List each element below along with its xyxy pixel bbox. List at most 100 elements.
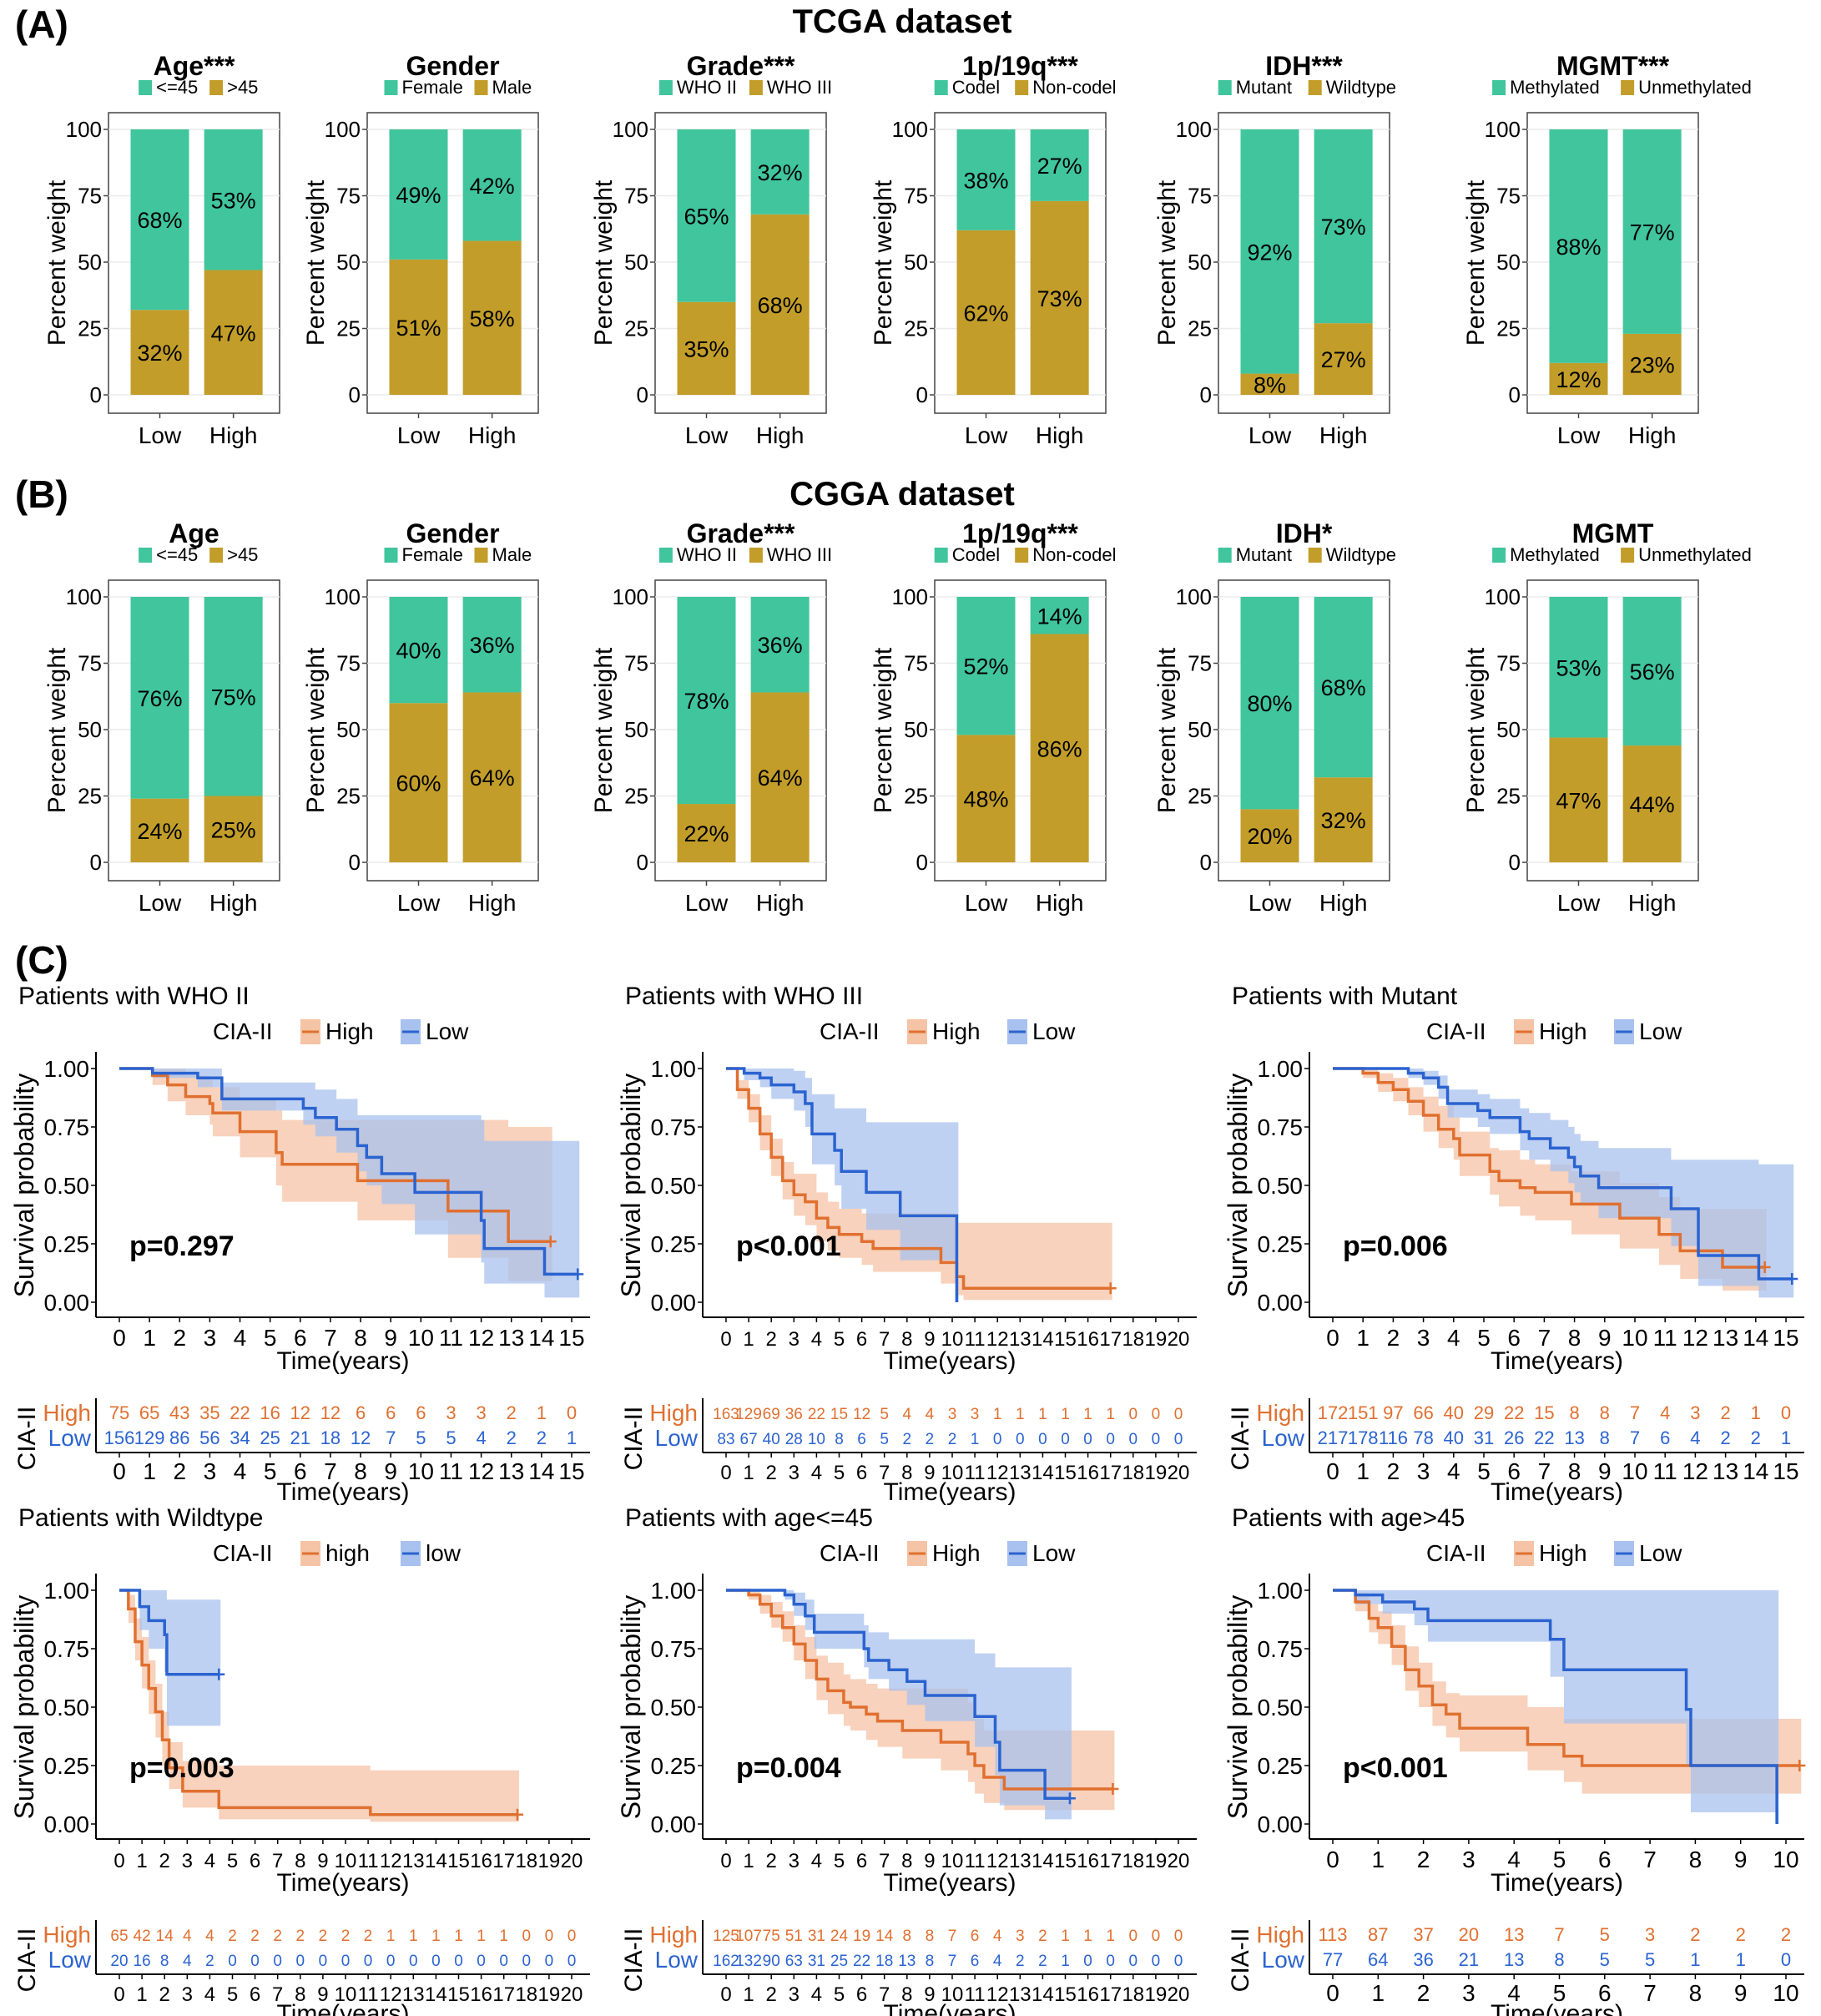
censor-mark xyxy=(1793,1760,1806,1771)
y-tick-label: 75 xyxy=(336,184,361,209)
data-label: 24% xyxy=(137,819,182,844)
x-tick-label: Low xyxy=(397,890,441,916)
x-tick-label: 13 xyxy=(1713,1325,1738,1351)
risk-count-high: 29 xyxy=(1474,1402,1494,1423)
x-tick-label: 15 xyxy=(1054,1850,1077,1872)
legend-swatch-teal xyxy=(139,548,153,563)
bar-segment-WHO II xyxy=(677,129,736,302)
y-axis-label: Survival probability xyxy=(1223,1074,1253,1298)
x-tick-label: 16 xyxy=(1077,1850,1099,1872)
risk-count-low: 178 xyxy=(1348,1427,1379,1448)
risk-count-low: 0 xyxy=(1083,1431,1092,1448)
risk-x-tick-label: 10 xyxy=(335,1983,357,2006)
risk-row-label-low: Low xyxy=(655,1947,699,1973)
ci-band-high xyxy=(1333,1590,1802,1794)
legend-label: Low xyxy=(1032,1540,1076,1566)
legend-swatch-gold xyxy=(1621,548,1635,563)
km-title: Patients with age>45 xyxy=(1232,1504,1465,1532)
y-tick-label: 100 xyxy=(325,117,361,142)
risk-count-high: 36 xyxy=(785,1406,803,1423)
data-label: 20% xyxy=(1247,824,1292,849)
risk-count-low: 12 xyxy=(351,1427,371,1448)
bar-segment-Female xyxy=(389,129,448,260)
data-label: 64% xyxy=(470,765,515,791)
x-tick-label: Low xyxy=(685,890,729,916)
risk-x-tick-label: 1 xyxy=(743,1462,754,1484)
x-axis-label: Time(years) xyxy=(1491,1347,1623,1375)
legend-label: High xyxy=(932,1540,981,1566)
x-tick-label: 6 xyxy=(250,1850,260,1872)
risk-count-high: 0 xyxy=(567,1928,577,1945)
risk-x-tick-label: 1 xyxy=(1356,1458,1370,1484)
risk-x-tick-label: 8 xyxy=(295,1983,305,2006)
y-axis-label: Survival probability xyxy=(616,1074,646,1298)
x-tick-label: 5 xyxy=(227,1850,238,1872)
x-tick-label: 17 xyxy=(1099,1328,1122,1351)
x-tick-label: 12 xyxy=(1682,1325,1708,1351)
data-label: 49% xyxy=(396,183,441,208)
x-tick-label: 10 xyxy=(1622,1325,1647,1351)
bar-segment-<=45 xyxy=(130,129,189,311)
survival-curve-low xyxy=(726,1067,959,1302)
risk-x-tick-label: 19 xyxy=(1145,1983,1168,2006)
x-tick-label: 13 xyxy=(1009,1328,1032,1351)
data-label: 35% xyxy=(684,336,729,361)
y-tick-label: 50 xyxy=(624,717,648,742)
data-label: 68% xyxy=(1321,675,1366,700)
risk-x-tick-label: 11 xyxy=(358,1983,379,2006)
risk-x-tick-label: 13 xyxy=(1009,1983,1032,2006)
km-chart-4: Patients with Wildtype CIA-II high low 0.00 0… xyxy=(9,1504,590,2016)
cgga-dataset-title: CGGA dataset xyxy=(789,476,1015,513)
bar-segment-Unmethylated xyxy=(1622,745,1682,862)
risk-x-tick-label: 9 xyxy=(924,1983,935,2006)
risk-x-tick-label: 3 xyxy=(789,1462,800,1484)
x-tick-label: 19 xyxy=(1145,1850,1168,1872)
x-tick-label: 8 xyxy=(901,1328,912,1351)
x-tick-label: Low xyxy=(1557,890,1601,916)
risk-x-tick-label: 1 xyxy=(1372,1980,1385,2006)
x-tick-label: Low xyxy=(139,422,182,448)
x-tick-label: 7 xyxy=(272,1850,283,1872)
y-tick-label: 0 xyxy=(637,850,648,875)
risk-table-title: CIA-II xyxy=(620,1407,648,1471)
y-tick-label: 0.00 xyxy=(1258,1811,1304,1837)
x-tick-label: 4 xyxy=(1447,1325,1460,1351)
risk-row-label-high: High xyxy=(1256,1400,1304,1426)
y-tick-label: 50 xyxy=(336,717,361,742)
x-tick-label: 12 xyxy=(986,1850,1009,1872)
y-tick-label: 100 xyxy=(892,584,928,609)
y-tick-label: 1.00 xyxy=(1258,1578,1304,1604)
risk-x-tick-label: 4 xyxy=(1507,1980,1521,2006)
x-tick-label: 17 xyxy=(492,1850,515,1872)
tcga-dataset-title: TCGA dataset xyxy=(792,3,1012,40)
risk-count-low: 0 xyxy=(1152,1431,1161,1448)
x-tick-label: 20 xyxy=(561,1850,583,1872)
ci-band-low xyxy=(1333,1069,1794,1298)
risk-count-low: 26 xyxy=(1504,1427,1524,1448)
risk-count-high: 151 xyxy=(1348,1402,1379,1423)
legend-swatch-gold xyxy=(749,548,763,563)
y-tick-label: 50 xyxy=(336,250,361,275)
x-tick-label: 4 xyxy=(204,1850,215,1872)
x-tick-label: 13 xyxy=(402,1850,425,1872)
x-tick-label: 1 xyxy=(743,1850,754,1872)
risk-count-low: 4 xyxy=(183,1953,192,1970)
risk-count-low: 13 xyxy=(1504,1949,1524,1970)
legend-label: Male xyxy=(492,77,532,98)
legend-label: <=45 xyxy=(156,544,198,565)
risk-count-high: 2 xyxy=(1781,1924,1791,1945)
data-label: 22% xyxy=(684,821,729,846)
p-value: p=0.004 xyxy=(736,1752,841,1784)
risk-x-tick-label: 16 xyxy=(1077,1462,1099,1484)
risk-x-tick-label: 4 xyxy=(811,1983,822,2006)
x-tick-label: 7 xyxy=(324,1325,337,1351)
bar-segment-Methylated xyxy=(1549,597,1608,738)
risk-x-tick-label: 18 xyxy=(515,1983,537,2006)
panel-label-b: (B) xyxy=(15,472,68,516)
risk-count-low: 90 xyxy=(763,1953,780,1970)
risk-count-low: 4 xyxy=(1690,1427,1700,1448)
x-tick-label: 9 xyxy=(317,1850,328,1872)
risk-count-high: 1 xyxy=(1083,1928,1092,1945)
risk-count-low: 28 xyxy=(785,1431,803,1448)
